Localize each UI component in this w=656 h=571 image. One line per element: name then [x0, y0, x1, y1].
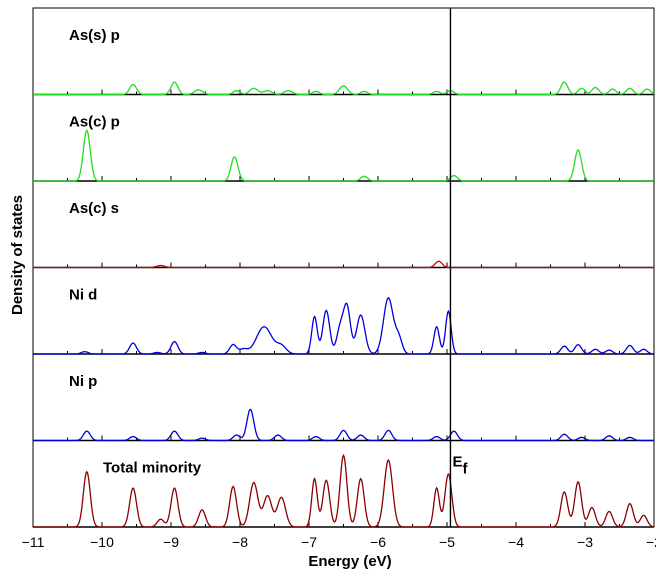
dos-curve-5 [33, 408, 654, 442]
panel-label-6: Total minority [103, 460, 202, 477]
x-tick-label: −2 [646, 534, 656, 550]
fermi-level-label: E [452, 454, 462, 471]
panel-label-3: As(c) s [69, 200, 119, 217]
x-tick-label: −4 [508, 534, 524, 550]
x-tick-label: −3 [577, 534, 593, 550]
x-axis-label: Energy (eV) [308, 553, 391, 570]
x-tick-label: −6 [370, 534, 386, 550]
panel-label-4: Ni d [69, 287, 97, 304]
fermi-level-subscript: f [462, 461, 468, 478]
x-tick-label: −9 [163, 534, 179, 550]
dos-curve-2 [33, 129, 654, 182]
panel-label-5: Ni p [69, 373, 97, 390]
x-tick-label: −5 [439, 534, 455, 550]
dos-curve-6 [33, 453, 655, 528]
dos-curve-1 [33, 81, 655, 96]
dos-curve-3 [33, 260, 654, 269]
dos-curve-4 [33, 296, 655, 355]
x-tick-label: −7 [301, 534, 317, 550]
x-tick-label: −11 [22, 534, 45, 550]
panel-label-2: As(c) p [69, 114, 120, 131]
panel-label-1: As(s) p [69, 27, 120, 44]
x-tick-label: −8 [232, 534, 248, 550]
y-axis-label: Density of states [9, 195, 26, 315]
x-tick-label: −10 [90, 534, 114, 550]
